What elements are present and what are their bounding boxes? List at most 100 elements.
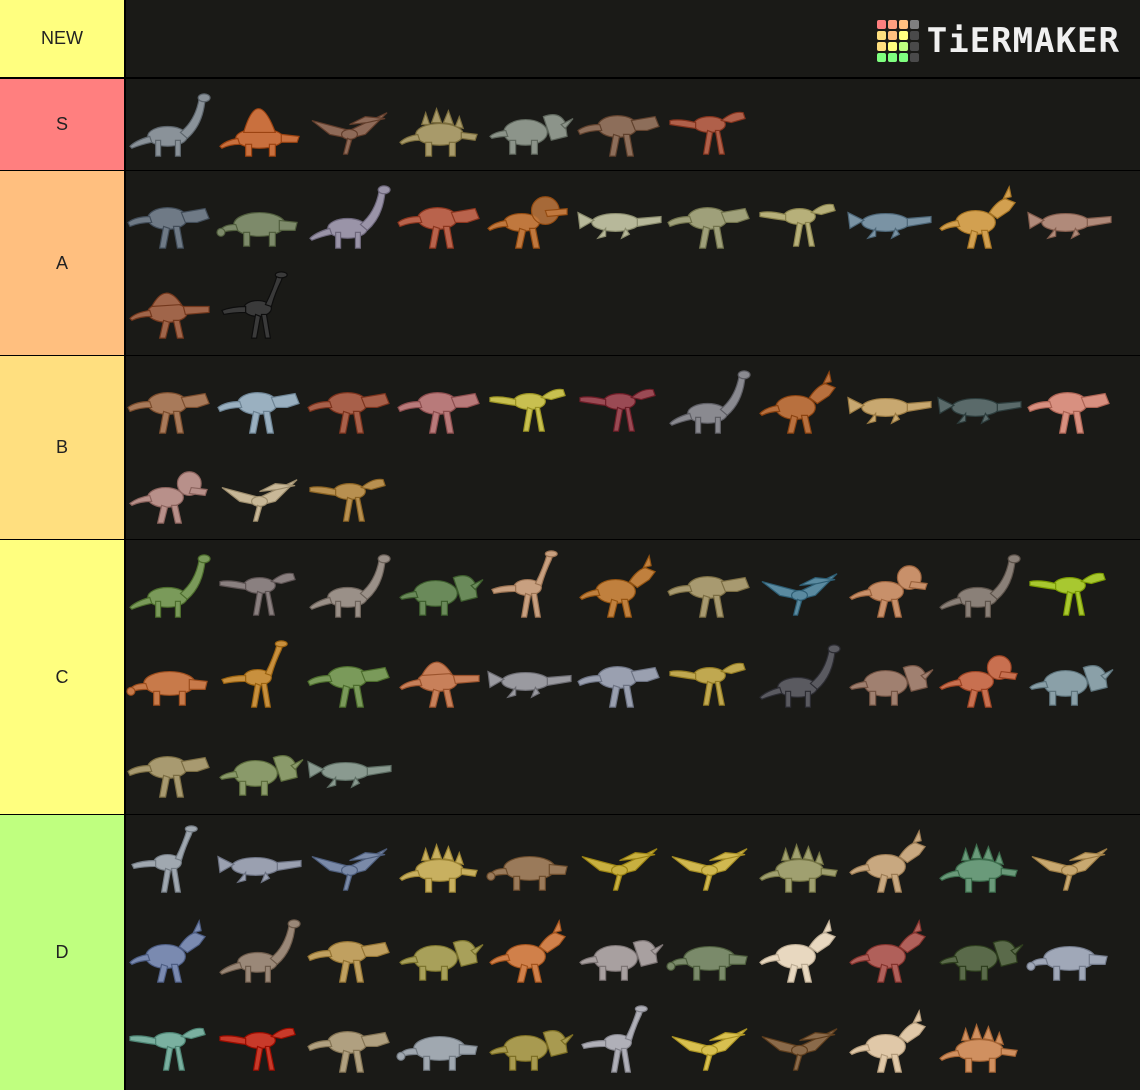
- raptor-icon[interactable]: [486, 358, 575, 447]
- theropod-icon[interactable]: [216, 358, 305, 447]
- pachycephalosaur-icon[interactable]: [126, 448, 215, 537]
- raptor-icon[interactable]: [216, 542, 305, 631]
- sauropod-icon[interactable]: [126, 81, 215, 170]
- tier-label[interactable]: NEW: [0, 0, 124, 77]
- theropod-icon[interactable]: [576, 632, 665, 721]
- frilled-dino-icon[interactable]: [486, 173, 575, 262]
- pterosaur-icon[interactable]: [306, 81, 395, 170]
- theropod-icon[interactable]: [1026, 358, 1115, 447]
- raptor-icon[interactable]: [576, 358, 665, 447]
- raptor-icon[interactable]: [126, 997, 215, 1086]
- ceratopsian-icon[interactable]: [1026, 632, 1115, 721]
- logo-grid-icon: [876, 20, 919, 62]
- pterosaur-icon[interactable]: [666, 997, 755, 1086]
- hadrosaur-icon[interactable]: [576, 542, 665, 631]
- marine-reptile-icon[interactable]: [576, 173, 665, 262]
- ornithomimid-icon[interactable]: [486, 542, 575, 631]
- tier-label[interactable]: B: [0, 356, 124, 539]
- sauropod-icon[interactable]: [306, 542, 395, 631]
- ceratopsian-icon[interactable]: [846, 632, 935, 721]
- hadrosaur-icon[interactable]: [756, 358, 845, 447]
- theropod-icon[interactable]: [126, 722, 215, 811]
- pterosaur-icon[interactable]: [756, 997, 845, 1086]
- spinosaur-icon[interactable]: [126, 263, 215, 352]
- ornithomimid-icon[interactable]: [126, 817, 215, 906]
- ceratopsian-icon[interactable]: [396, 542, 485, 631]
- theropod-icon[interactable]: [126, 173, 215, 262]
- theropod-icon[interactable]: [666, 542, 755, 631]
- ornithomimid-icon[interactable]: [576, 997, 665, 1086]
- ceratopsian-icon[interactable]: [396, 907, 485, 996]
- marine-reptile-icon[interactable]: [1026, 173, 1115, 262]
- ankylosaur-icon[interactable]: [396, 997, 485, 1086]
- hadrosaur-icon[interactable]: [846, 907, 935, 996]
- ornithomimid-icon[interactable]: [216, 632, 305, 721]
- theropod-icon[interactable]: [396, 358, 485, 447]
- hadrosaur-icon[interactable]: [756, 907, 845, 996]
- ankylosaur-icon[interactable]: [486, 817, 575, 906]
- marine-reptile-icon[interactable]: [216, 817, 305, 906]
- spinosaur-icon[interactable]: [396, 632, 485, 721]
- tier-items: [126, 540, 1140, 814]
- raptor-icon[interactable]: [756, 173, 845, 262]
- theropod-icon[interactable]: [306, 907, 395, 996]
- raptor-icon[interactable]: [666, 81, 755, 170]
- marine-reptile-icon[interactable]: [486, 632, 575, 721]
- ceratopsian-icon[interactable]: [486, 997, 575, 1086]
- theropod-icon[interactable]: [306, 632, 395, 721]
- marine-reptile-icon[interactable]: [936, 358, 1025, 447]
- tier-label[interactable]: C: [0, 540, 124, 814]
- sauropod-icon[interactable]: [666, 358, 755, 447]
- theropod-icon[interactable]: [576, 81, 665, 170]
- hadrosaur-icon[interactable]: [486, 907, 575, 996]
- tier-label[interactable]: A: [0, 171, 124, 355]
- sauropod-icon[interactable]: [306, 173, 395, 262]
- pterosaur-icon[interactable]: [756, 542, 845, 631]
- pachycephalosaur-icon[interactable]: [936, 632, 1025, 721]
- ceratopsian-icon[interactable]: [216, 722, 305, 811]
- pterosaur-icon[interactable]: [216, 448, 305, 537]
- tier-label[interactable]: S: [0, 79, 124, 170]
- raptor-icon[interactable]: [306, 448, 395, 537]
- hadrosaur-icon[interactable]: [936, 173, 1025, 262]
- ankylosaur-icon[interactable]: [1026, 907, 1115, 996]
- stegosaur-icon[interactable]: [936, 997, 1025, 1086]
- sauropod-icon[interactable]: [936, 542, 1025, 631]
- marine-reptile-icon[interactable]: [306, 722, 395, 811]
- theropod-icon[interactable]: [396, 173, 485, 262]
- raptor-icon[interactable]: [666, 632, 755, 721]
- raptor-icon[interactable]: [1026, 542, 1115, 631]
- stegosaur-icon[interactable]: [756, 817, 845, 906]
- pterosaur-icon[interactable]: [576, 817, 665, 906]
- pterosaur-icon[interactable]: [1026, 817, 1115, 906]
- stegosaur-icon[interactable]: [936, 817, 1025, 906]
- marine-reptile-icon[interactable]: [846, 173, 935, 262]
- ornithomimid-icon[interactable]: [216, 263, 305, 352]
- tier-label[interactable]: D: [0, 815, 124, 1090]
- theropod-icon[interactable]: [666, 173, 755, 262]
- pterosaur-icon[interactable]: [306, 817, 395, 906]
- hadrosaur-icon[interactable]: [126, 907, 215, 996]
- dimetrodon-icon[interactable]: [216, 81, 305, 170]
- ankylosaur-icon[interactable]: [126, 632, 215, 721]
- pterosaur-icon[interactable]: [666, 817, 755, 906]
- pachycephalosaur-icon[interactable]: [846, 542, 935, 631]
- ceratopsian-icon[interactable]: [936, 907, 1025, 996]
- ankylosaur-icon[interactable]: [216, 173, 305, 262]
- ankylosaur-icon[interactable]: [666, 907, 755, 996]
- theropod-icon[interactable]: [126, 358, 215, 447]
- sauropod-icon[interactable]: [126, 542, 215, 631]
- hadrosaur-icon[interactable]: [846, 997, 935, 1086]
- raptor-icon[interactable]: [216, 997, 305, 1086]
- ceratopsian-icon[interactable]: [486, 81, 575, 170]
- hadrosaur-icon[interactable]: [846, 817, 935, 906]
- sauropod-icon[interactable]: [756, 632, 845, 721]
- theropod-icon[interactable]: [306, 997, 395, 1086]
- tiermaker-logo[interactable]: TiERMAKER: [876, 20, 1120, 62]
- ceratopsian-icon[interactable]: [576, 907, 665, 996]
- marine-reptile-icon[interactable]: [846, 358, 935, 447]
- stegosaur-icon[interactable]: [396, 81, 485, 170]
- theropod-icon[interactable]: [306, 358, 395, 447]
- stegosaur-icon[interactable]: [396, 817, 485, 906]
- sauropod-icon[interactable]: [216, 907, 305, 996]
